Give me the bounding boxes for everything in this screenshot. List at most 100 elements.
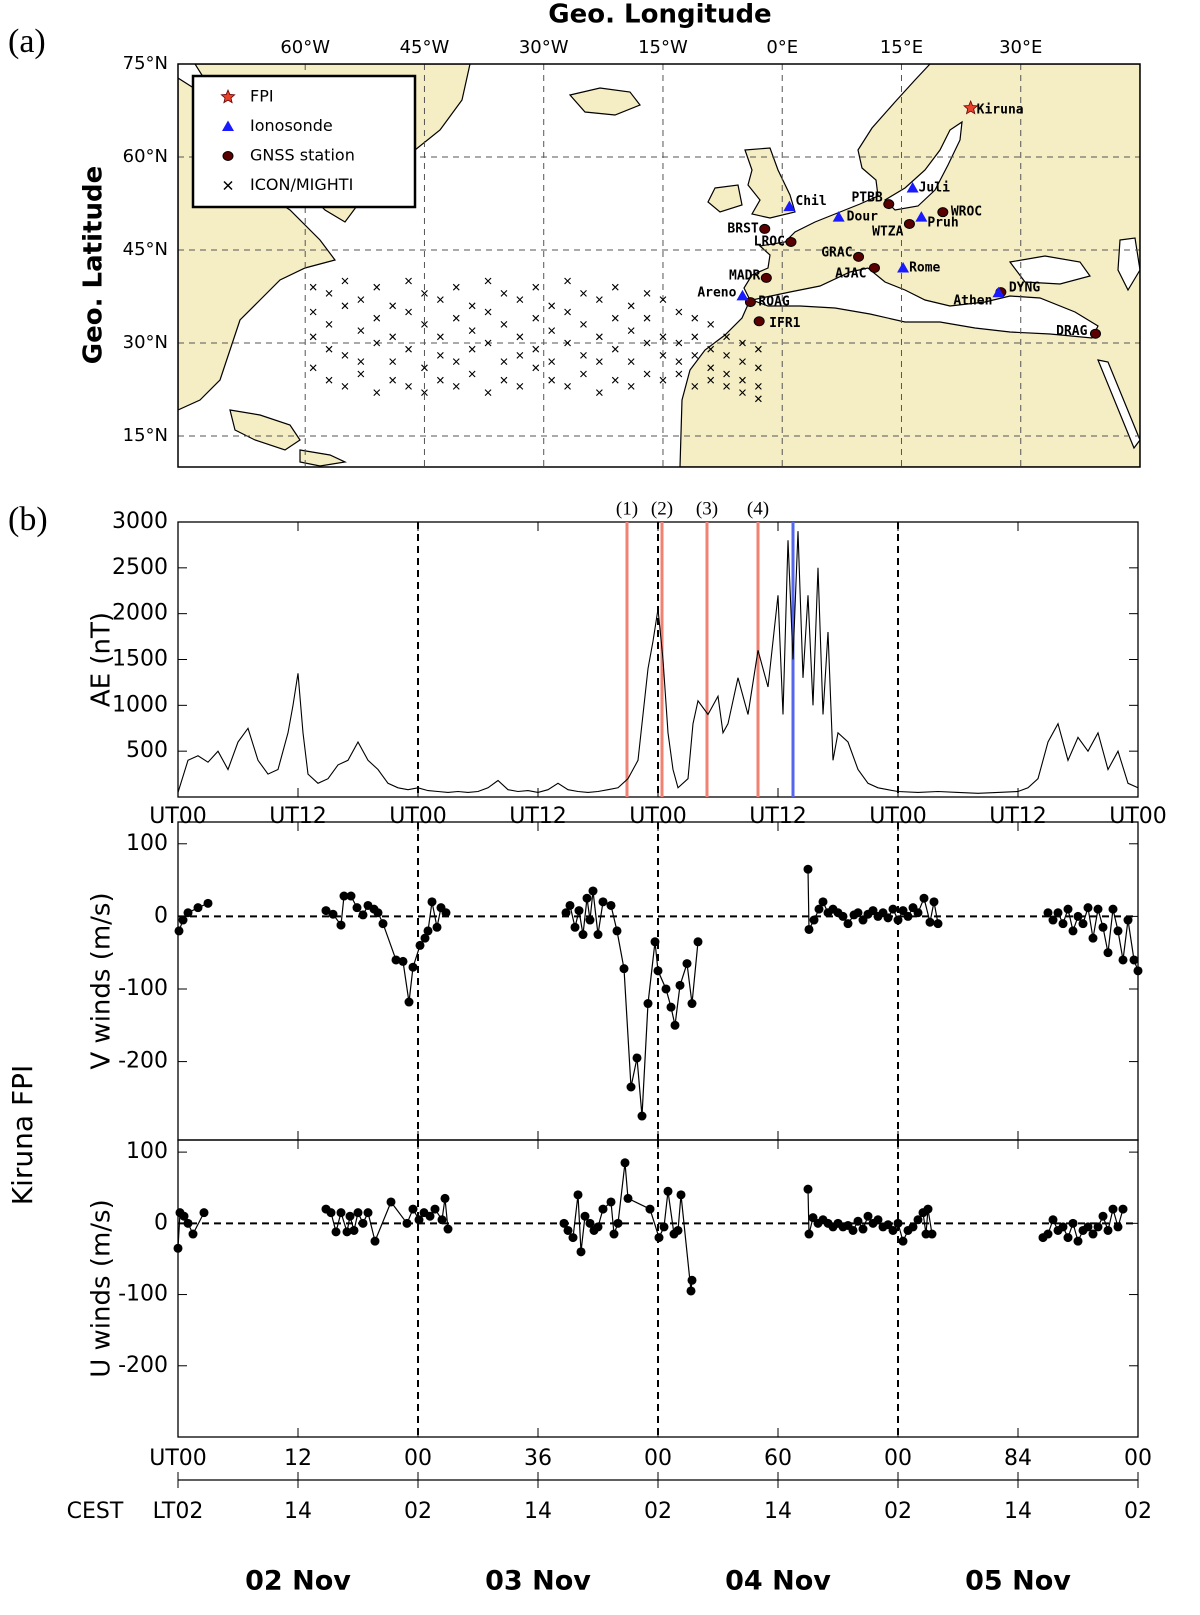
data-point	[178, 915, 188, 925]
mighti-point	[691, 333, 699, 341]
x-tick-label: 45°W	[400, 37, 450, 58]
mighti-point	[421, 389, 428, 396]
mighti-point	[707, 345, 715, 353]
ut-tick-label: 00	[884, 1446, 912, 1471]
data-line	[177, 1162, 1124, 1292]
data-point	[1063, 1233, 1073, 1243]
y-axis-label: U winds (m/s)	[87, 1199, 117, 1378]
mighti-point	[564, 339, 571, 347]
mighti-point	[516, 352, 524, 359]
mighti-point	[405, 345, 412, 353]
data-point	[1118, 955, 1128, 965]
mighti-point	[484, 389, 492, 396]
data-point	[203, 898, 213, 908]
mighti-point	[754, 395, 762, 403]
mighti-point	[341, 277, 349, 285]
data-point	[804, 924, 814, 934]
station-label: Pruh	[927, 216, 958, 231]
data-point	[373, 908, 383, 918]
data-point	[908, 1222, 918, 1232]
data-point	[643, 999, 653, 1009]
data-point	[650, 937, 660, 947]
data-point	[1093, 1222, 1103, 1232]
day-label: 04 Nov	[725, 1566, 831, 1597]
mighti-point	[691, 383, 699, 390]
mighti-point	[659, 376, 667, 384]
legend-label: FPI	[250, 87, 274, 106]
data-point	[342, 1227, 352, 1237]
y-tick-label: 0	[154, 903, 168, 928]
y-tick-label: 0	[154, 1210, 168, 1235]
lt-tick-label: LT02	[153, 1499, 204, 1524]
ionosonde-marker	[783, 200, 796, 212]
mighti-point	[452, 283, 460, 291]
ut-tick-label: 84	[1004, 1446, 1032, 1471]
data-point	[606, 1197, 616, 1207]
data-point	[1093, 904, 1103, 914]
mighti-point	[500, 358, 508, 365]
data-point	[193, 903, 203, 913]
mighti-point	[691, 314, 699, 322]
data-point	[188, 1229, 198, 1239]
mighti-point	[500, 290, 508, 297]
data-point	[585, 1218, 595, 1228]
data-point	[1108, 1204, 1118, 1214]
mighti-point	[468, 327, 476, 334]
mighti-point	[754, 345, 762, 353]
mighti-point	[452, 314, 460, 322]
mighti-point	[595, 296, 603, 303]
data-point	[645, 1204, 655, 1214]
y-tick-label: 45°N	[123, 239, 168, 260]
mighti-point	[564, 383, 571, 390]
gnss-marker	[1089, 328, 1101, 339]
data-point	[1048, 1215, 1058, 1225]
day-label: 05 Nov	[965, 1566, 1071, 1597]
station-label: WTZA	[872, 224, 903, 239]
mighti-point	[580, 321, 587, 328]
data-point	[559, 1218, 569, 1228]
map-y-label: Geo. Latitude	[79, 166, 109, 364]
data-point	[391, 955, 401, 965]
mighti-point	[532, 364, 540, 372]
data-point	[440, 1193, 450, 1203]
gnss-marker	[853, 251, 865, 262]
data-point	[898, 1236, 908, 1246]
gnss-marker	[937, 207, 949, 218]
x-tick-label: 30°W	[519, 37, 569, 58]
station-label: Juli	[919, 181, 950, 196]
lt-tick-label: 14	[1004, 1499, 1032, 1524]
mighti-point	[373, 339, 381, 347]
ut-tick-label: 00	[644, 1446, 672, 1471]
station-label: WROC	[951, 205, 982, 220]
mighti-point	[611, 376, 619, 384]
day-label: 02 Nov	[245, 1566, 351, 1597]
mighti-point	[675, 339, 683, 347]
gnss-marker	[760, 272, 772, 283]
mighti-point	[405, 277, 412, 285]
station-label: DRAG	[1056, 324, 1087, 339]
data-point	[598, 1204, 608, 1214]
mighti-point	[341, 302, 349, 310]
data-point	[1063, 904, 1073, 914]
map-x-label: Geo. Longitude	[548, 0, 771, 30]
data-point	[888, 1225, 898, 1235]
data-point	[653, 966, 663, 976]
data-point	[623, 1193, 633, 1203]
data-point	[353, 1208, 363, 1218]
mighti-point	[452, 383, 460, 390]
mighti-point	[643, 290, 651, 297]
data-point	[568, 1233, 578, 1243]
data-point	[863, 1211, 873, 1221]
caribbean	[229, 409, 348, 467]
data-point	[346, 891, 356, 901]
mighti-point	[611, 314, 619, 322]
panel-label: (b)	[8, 501, 48, 538]
mighti-point	[643, 314, 651, 322]
event-label: (1)	[616, 498, 638, 519]
data-point	[809, 915, 819, 925]
data-point	[1103, 948, 1113, 958]
data-point	[1083, 903, 1093, 913]
mighti-point	[675, 358, 683, 365]
station-label: DYNG	[1009, 281, 1040, 296]
mighti-point	[421, 321, 428, 328]
